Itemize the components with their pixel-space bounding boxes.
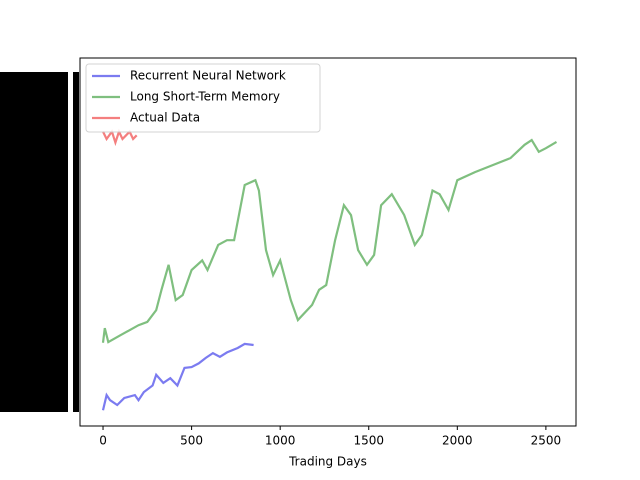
legend-label: Recurrent Neural Network (130, 69, 286, 83)
line (101, 342, 254, 411)
axes-frame (79, 57, 577, 427)
x-tick-label: 0 (99, 434, 107, 448)
legend-box (85, 63, 321, 133)
x-tick-label: 2500 (531, 434, 562, 448)
y-tick-label-overlap (0, 72, 68, 412)
y-tick-overlap (73, 72, 79, 412)
legend-label: Actual Data (130, 111, 200, 125)
x-tick-label: 2000 (442, 434, 473, 448)
line (102, 128, 138, 147)
legend-label: Long Short-Term Memory (130, 90, 280, 104)
x-tick-label: 500 (180, 434, 203, 448)
line (101, 138, 558, 344)
x-axis-label: Trading Days (288, 455, 367, 469)
x-tick-label: 1500 (353, 434, 384, 448)
x-tick-label: 1000 (265, 434, 296, 448)
